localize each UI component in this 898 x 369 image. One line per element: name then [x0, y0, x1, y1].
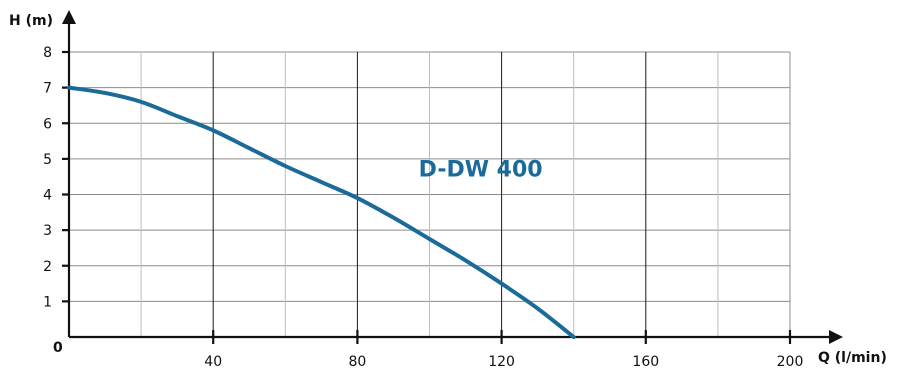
- y-tick-label: 2: [43, 259, 52, 275]
- tick-labels: 1 2 3 4 5 6 7 8 40 80 120 160 200: [43, 45, 803, 369]
- y-tick-label: 4: [43, 188, 52, 204]
- x-tick-label: 160: [632, 354, 659, 369]
- series-line-d-dw-400: [67, 85, 576, 339]
- grid: [69, 51, 791, 337]
- annotations: D-DW 400: [419, 158, 543, 183]
- y-tick-label: 7: [43, 81, 52, 97]
- x-tick-label: 80: [348, 354, 366, 369]
- x-axis-arrow-icon: [829, 330, 843, 344]
- y-tick-label: 3: [43, 223, 52, 239]
- x-axis-title: Q (l/min): [818, 350, 887, 366]
- y-tick-label: 5: [43, 152, 52, 168]
- ticks: [62, 50, 792, 344]
- series-annotation-label: D-DW 400: [419, 158, 543, 183]
- x-tick-label: 120: [488, 354, 515, 369]
- origin-label: 0: [53, 340, 63, 356]
- y-tick-label: 1: [43, 294, 52, 310]
- x-tick-label: 200: [777, 354, 804, 369]
- y-tick-label: 6: [43, 116, 52, 132]
- axes: [62, 10, 843, 344]
- y-axis-title: H (m): [9, 13, 53, 29]
- x-tick-label: 40: [204, 354, 222, 369]
- y-tick-label: 8: [43, 45, 52, 61]
- y-axis-arrow-icon: [62, 10, 76, 24]
- series: [67, 85, 576, 339]
